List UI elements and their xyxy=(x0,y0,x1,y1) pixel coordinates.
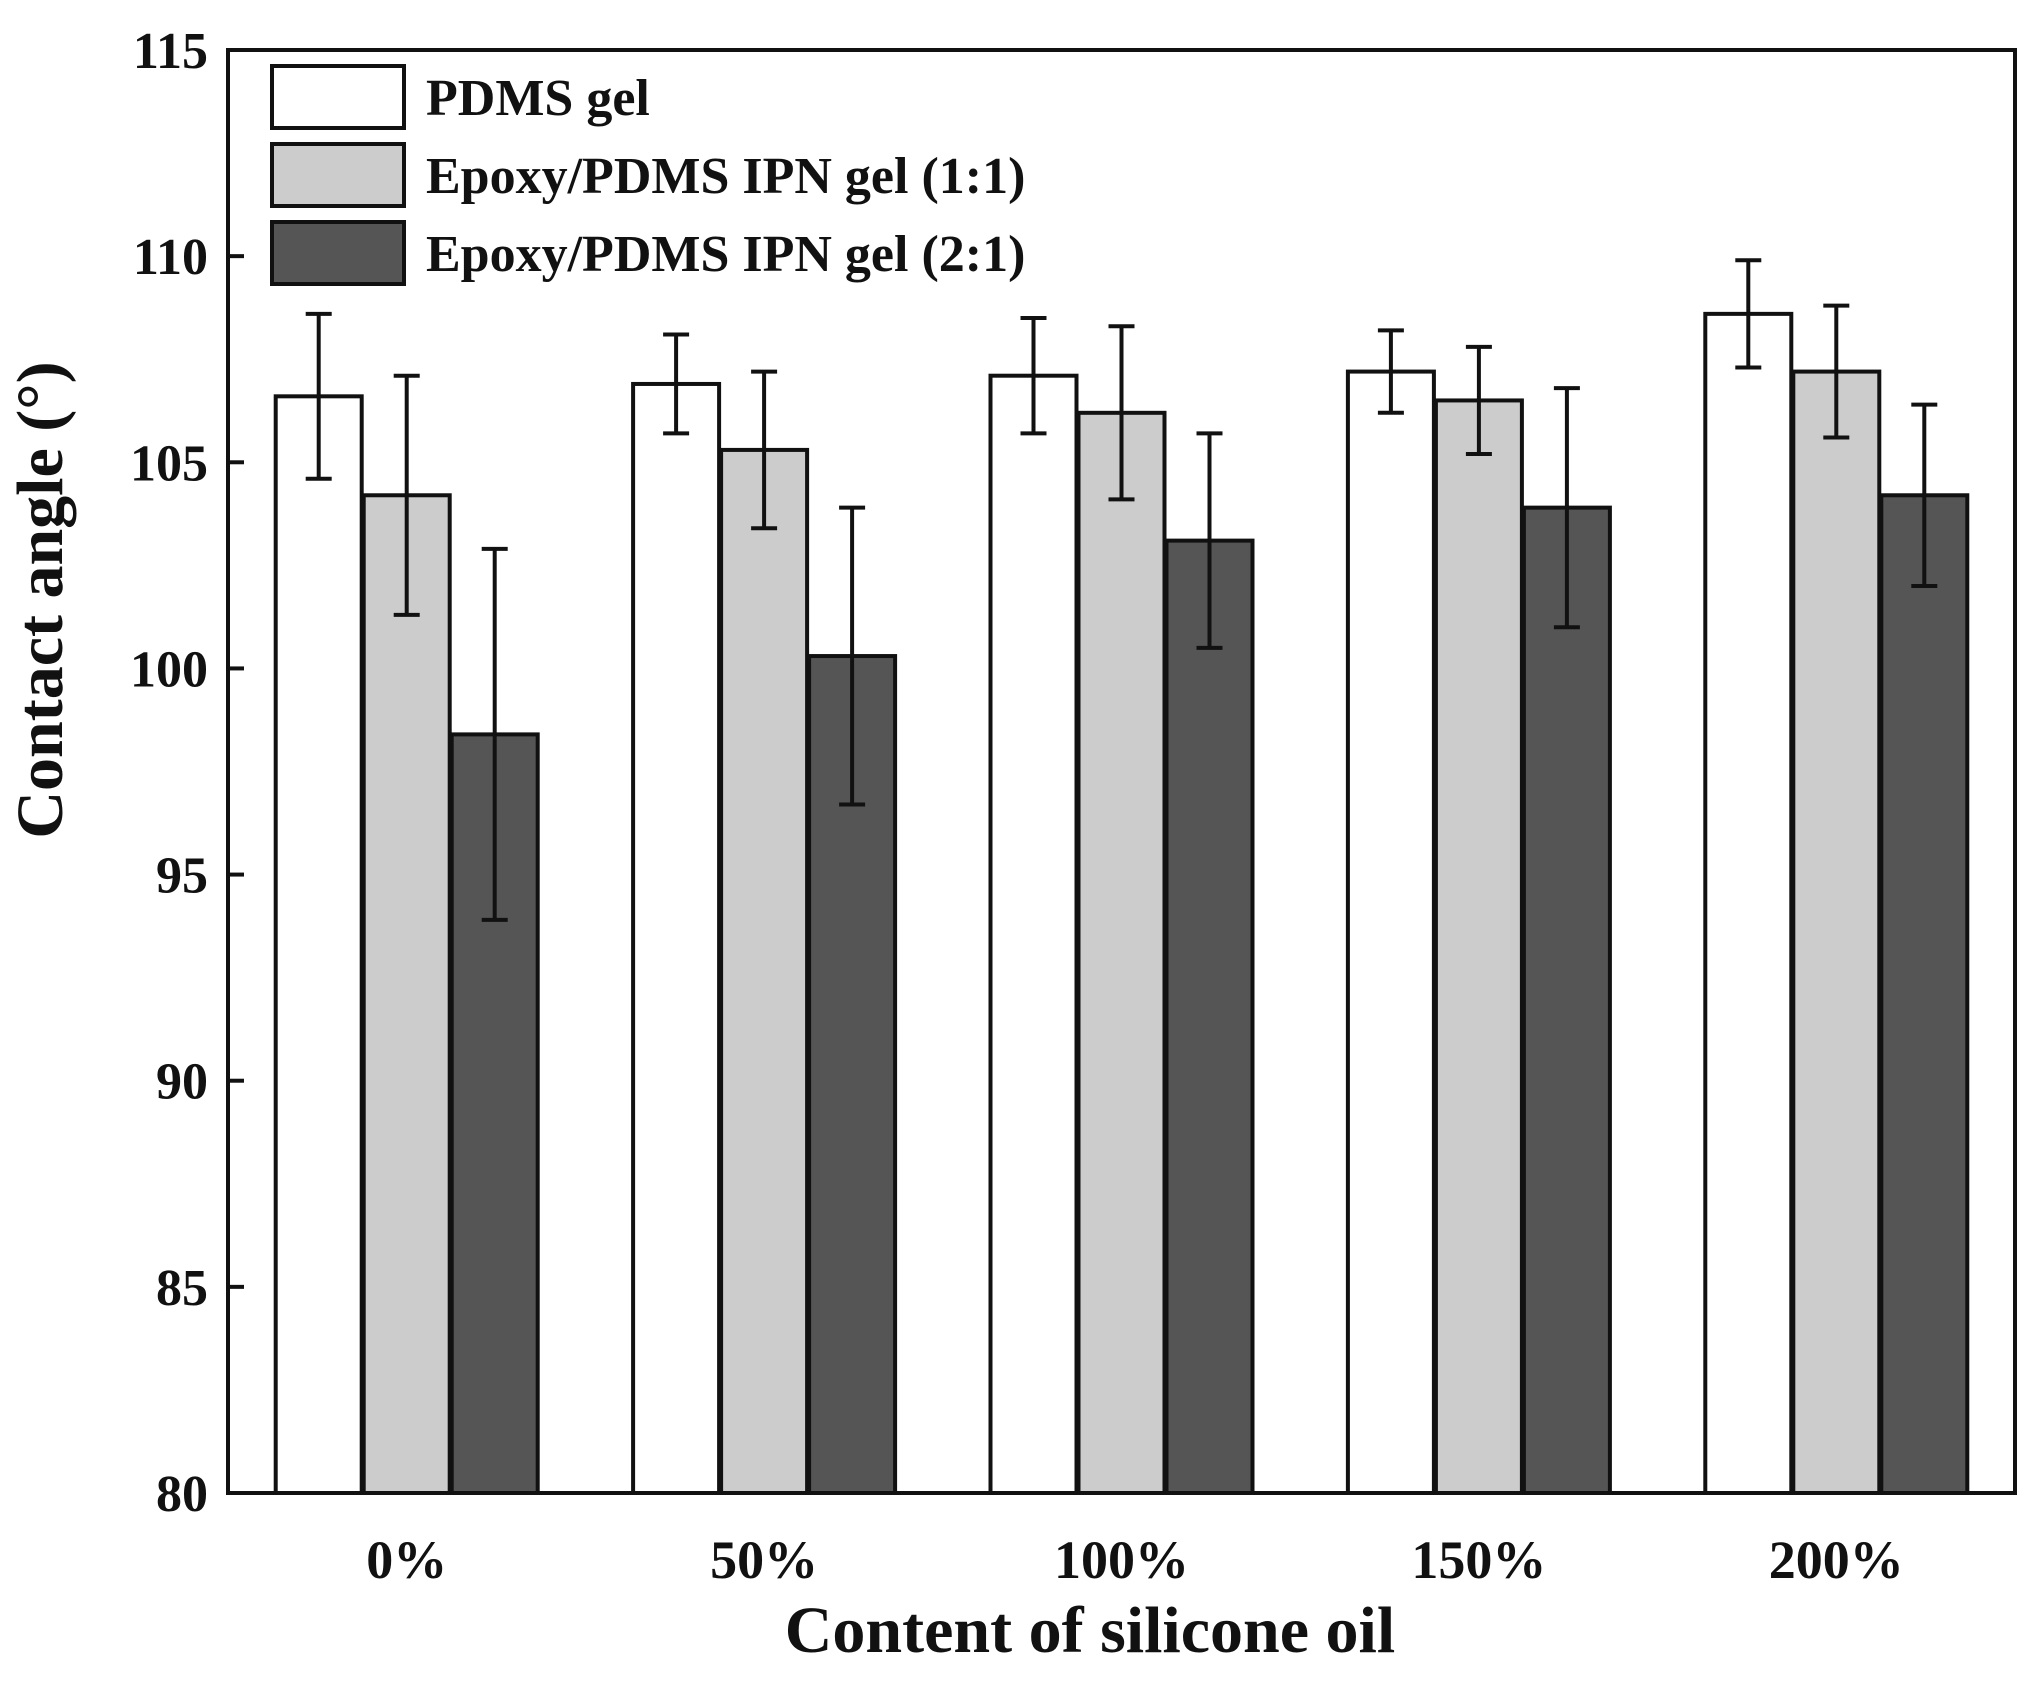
bar-1-5 xyxy=(1703,311,1794,1495)
y-tick-label: 110 xyxy=(133,229,208,286)
bar-3-5 xyxy=(1879,493,1970,1496)
x-tick-label: 200% xyxy=(1769,1530,1904,1590)
bar-2-1 xyxy=(361,493,452,1496)
x-axis-title: Content of silicone oil xyxy=(785,1594,1395,1667)
x-tick-label: 50% xyxy=(710,1530,818,1590)
x-tick-label: 150% xyxy=(1411,1530,1546,1590)
bar-3-3 xyxy=(1164,538,1255,1495)
y-tick-label: 100 xyxy=(130,641,208,698)
y-tick-label: 115 xyxy=(133,23,208,80)
y-axis-title: Contact angle (°) xyxy=(4,361,77,838)
y-tick-label: 95 xyxy=(156,848,208,905)
bar-1-2 xyxy=(631,381,722,1495)
y-tick-label: 105 xyxy=(130,435,208,492)
legend-label: Epoxy/PDMS IPN gel (1:1) xyxy=(426,148,1025,205)
y-tick-label: 90 xyxy=(156,1054,208,1111)
legend-swatch xyxy=(270,64,406,130)
x-tick-label: 0% xyxy=(366,1530,447,1590)
legend-label: Epoxy/PDMS IPN gel (2:1) xyxy=(426,226,1025,283)
bar-2-4 xyxy=(1433,398,1524,1495)
bar-2-5 xyxy=(1791,369,1882,1495)
bar-1-4 xyxy=(1345,369,1436,1495)
x-tick-label: 100% xyxy=(1054,1530,1189,1590)
plot-frame xyxy=(226,48,2017,1495)
y-tick-label: 80 xyxy=(156,1466,208,1523)
bar-1-3 xyxy=(988,373,1079,1496)
bar-1-1 xyxy=(273,394,364,1496)
legend-swatch xyxy=(270,142,406,208)
bar-3-4 xyxy=(1521,505,1612,1495)
legend-swatch xyxy=(270,220,406,286)
legend-label: PDMS gel xyxy=(426,70,650,127)
bar-2-3 xyxy=(1076,410,1167,1496)
bar-2-2 xyxy=(719,447,810,1496)
y-tick-label: 85 xyxy=(156,1260,208,1317)
